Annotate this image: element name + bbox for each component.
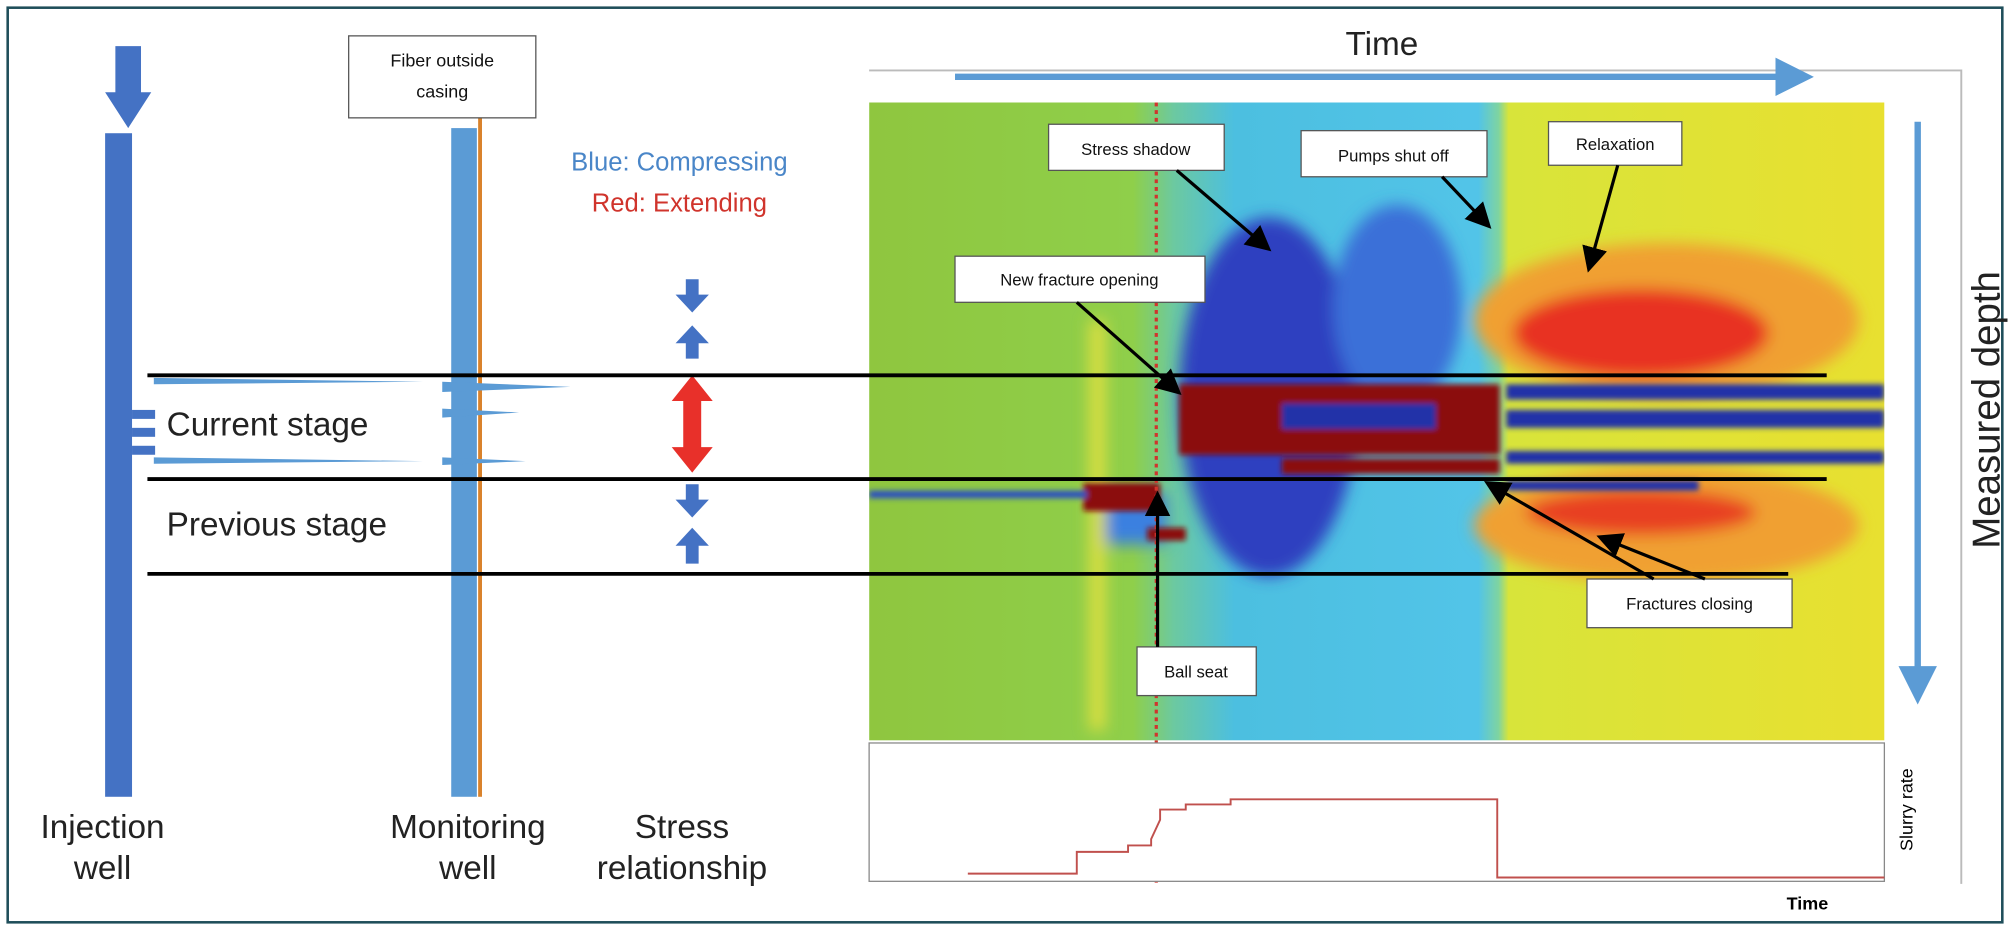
fiber-line-2: casing <box>416 81 468 101</box>
previous-stage: Previous stage <box>167 506 387 543</box>
legend-blue: Blue: Compressing <box>571 148 787 176</box>
fiber-line-1: Fiber outside <box>390 51 494 71</box>
heatmap <box>869 102 1884 740</box>
annotation: Stress shadow <box>1081 140 1191 159</box>
label-line: well <box>438 850 496 887</box>
slurry-time: Time <box>1787 894 1829 914</box>
annotation: Ball seat <box>1164 663 1228 682</box>
perforations <box>132 410 155 455</box>
label-line: Stress <box>635 809 729 846</box>
legend-red: Red: Extending <box>592 189 767 217</box>
injection-well <box>105 133 132 797</box>
fiber-line <box>478 115 482 796</box>
slurry-label: Slurry rate <box>1897 768 1917 851</box>
depth-label: Measured depth <box>1966 271 2009 549</box>
injection-arrow <box>105 46 151 128</box>
annotation: Pumps shut off <box>1338 146 1449 165</box>
monitoring-label: Monitoring well <box>390 809 546 887</box>
injection-label: Injection well <box>41 809 165 887</box>
stress-label: Stress relationship <box>597 809 767 887</box>
annotation: New fracture opening <box>1000 271 1158 290</box>
figure: Fiber outside casing Blue: Compressing Re… <box>0 0 2010 930</box>
annotation: Fractures closing <box>1626 595 1753 614</box>
current-stage: Current stage <box>167 407 369 444</box>
label-line: relationship <box>597 850 767 887</box>
annotation: Relaxation <box>1576 135 1655 154</box>
fiber-box <box>349 36 536 118</box>
label-line: Monitoring <box>390 809 546 846</box>
stress-arrows <box>672 279 713 563</box>
label-line: Injection <box>41 809 165 846</box>
slurry-panel <box>869 743 1884 881</box>
time-label: Time <box>1345 26 1418 63</box>
label-line: well <box>73 850 131 887</box>
